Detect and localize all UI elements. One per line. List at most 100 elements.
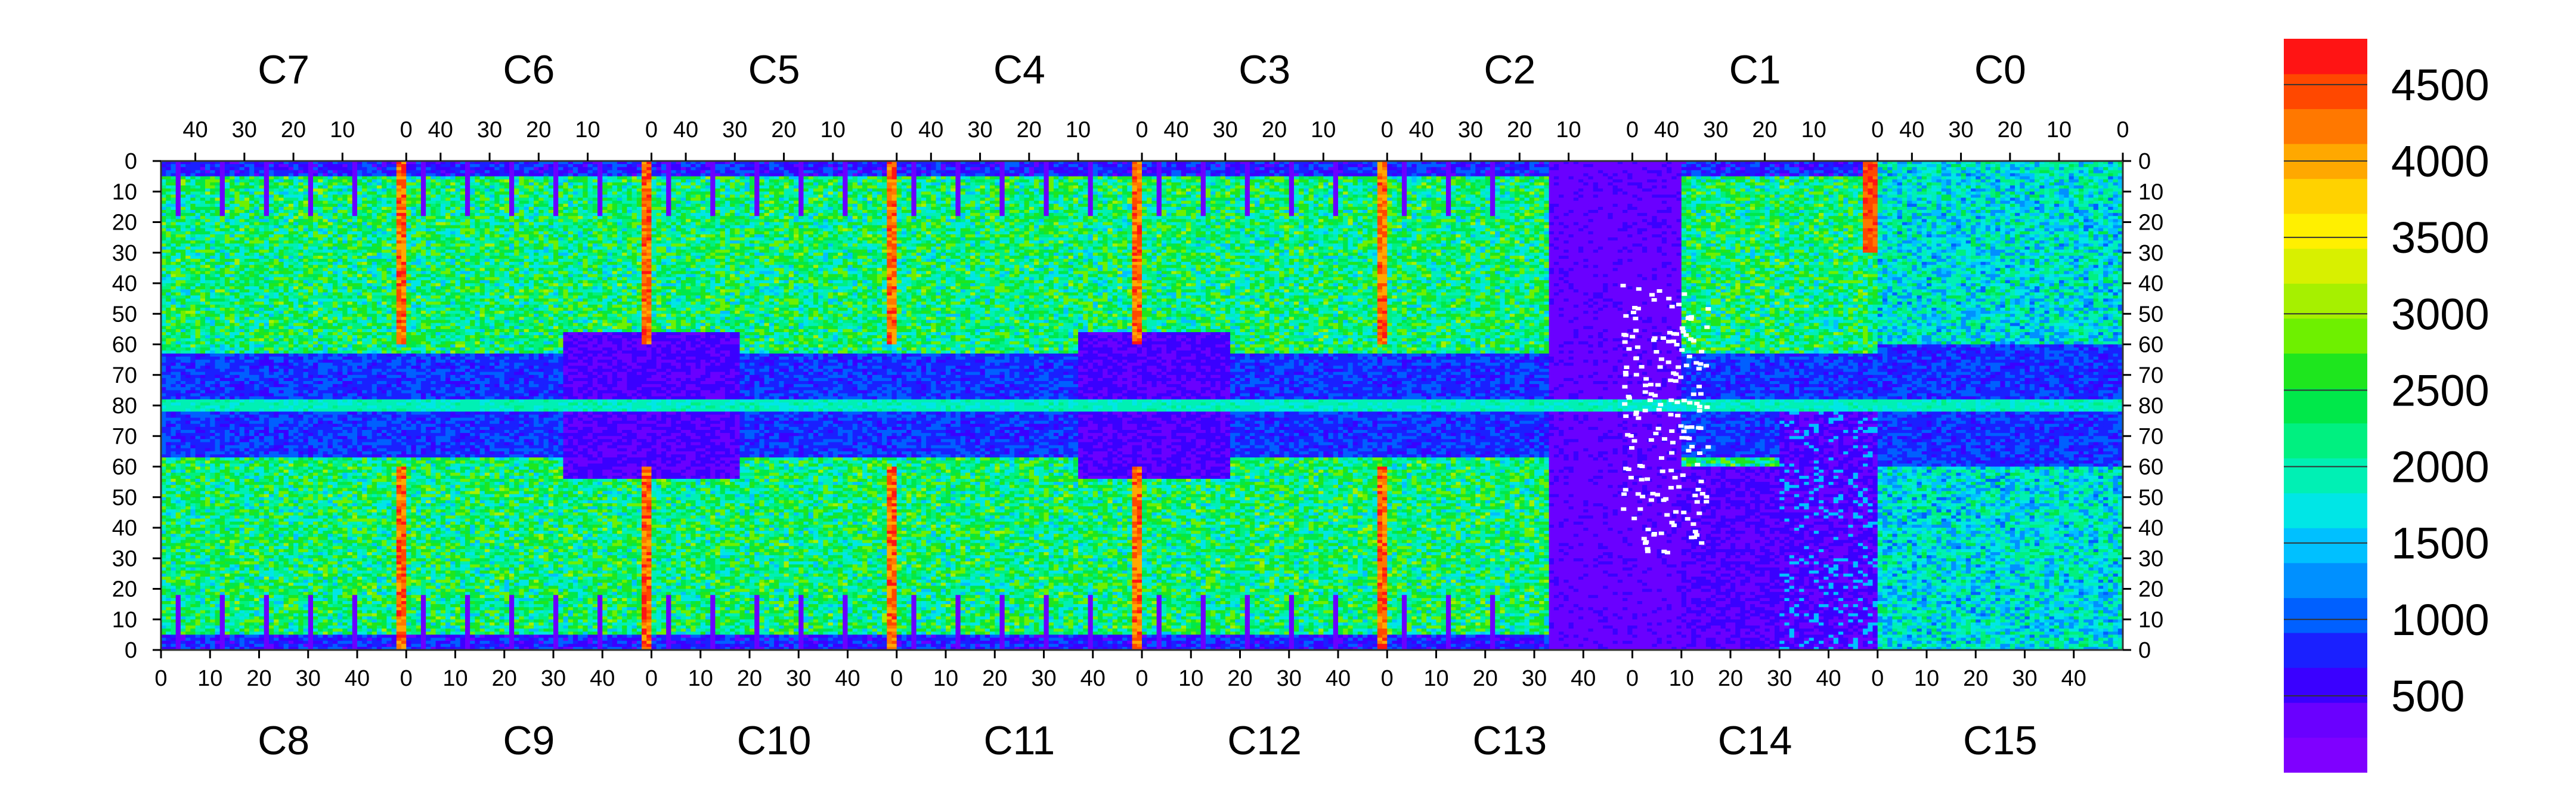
x-tick-label-top: 40 — [182, 117, 208, 143]
empty-pixel — [1689, 315, 1694, 318]
x-tick-label-bottom: 40 — [590, 666, 615, 691]
x-tick-label-bottom: 20 — [737, 666, 762, 691]
empty-pixel — [1660, 469, 1665, 473]
x-tick-label-top: 20 — [1017, 117, 1042, 143]
empty-pixel — [1669, 451, 1674, 455]
empty-pixel — [1699, 479, 1704, 483]
empty-pixel — [1632, 306, 1637, 309]
y-tick-label: 0 — [2138, 638, 2151, 663]
empty-pixel — [1643, 409, 1648, 413]
y-tick-label: 10 — [112, 179, 137, 205]
empty-pixel — [1671, 524, 1677, 527]
chip-label-top: C1 — [1729, 47, 1781, 92]
x-tick-label-bottom: 40 — [1816, 666, 1841, 691]
empty-pixel — [1705, 307, 1711, 311]
chip-label-bottom: C12 — [1227, 718, 1302, 763]
x-tick-label-bottom: 20 — [1473, 666, 1498, 691]
empty-pixel — [1651, 339, 1657, 342]
empty-pixel — [1659, 357, 1664, 361]
empty-pixel — [1648, 398, 1653, 402]
empty-pixel — [1668, 486, 1674, 490]
y-tick-label: 40 — [112, 271, 137, 296]
colorbar-swatch — [2284, 248, 2367, 283]
empty-pixel — [1686, 449, 1691, 453]
empty-pixel — [1655, 493, 1660, 497]
empty-pixel — [1622, 402, 1627, 406]
empty-pixel — [1649, 438, 1654, 442]
empty-pixel — [1697, 451, 1702, 455]
empty-pixel — [1679, 436, 1685, 439]
empty-pixel — [1699, 541, 1704, 545]
empty-pixel — [1630, 335, 1635, 339]
empty-pixel — [1658, 366, 1663, 369]
colorbar-swatch — [2284, 563, 2367, 598]
x-tick-label-bottom: 10 — [197, 666, 222, 691]
empty-pixel — [1697, 409, 1702, 413]
empty-pixel — [1623, 488, 1628, 491]
y-tick-label: 30 — [2138, 241, 2163, 266]
empty-pixel — [1643, 541, 1648, 545]
empty-pixel — [1631, 516, 1637, 520]
empty-pixel — [1668, 413, 1674, 416]
empty-pixel — [1673, 510, 1679, 514]
y-tick-label: 50 — [2138, 302, 2163, 327]
chip-label-top: C4 — [993, 47, 1045, 92]
x-tick-label-bottom: 40 — [345, 666, 370, 691]
x-tick-label-bottom: 0 — [890, 666, 903, 691]
x-tick-label-top: 30 — [1948, 117, 1973, 143]
colorbar-swatch — [2284, 737, 2367, 772]
empty-pixel — [1670, 305, 1675, 308]
empty-pixel — [1648, 383, 1654, 386]
y-tick-label: 70 — [2138, 363, 2163, 388]
chip-label-bottom: C9 — [503, 718, 555, 763]
x-tick-label-bottom: 0 — [1626, 666, 1639, 691]
x-tick-label-top: 10 — [1066, 117, 1091, 143]
x-tick-label-bottom: 20 — [1718, 666, 1743, 691]
empty-pixel — [1623, 467, 1628, 470]
empty-pixel — [1636, 287, 1642, 291]
x-tick-label-top: 40 — [673, 117, 698, 143]
x-tick-label-top: 40 — [1163, 117, 1188, 143]
empty-pixel — [1698, 362, 1703, 366]
x-tick-label-top: 30 — [232, 117, 257, 143]
y-tick-label: 60 — [112, 455, 137, 480]
empty-pixel — [1693, 530, 1698, 534]
empty-pixel — [1679, 424, 1684, 428]
x-tick-label-top: 0 — [890, 117, 903, 143]
empty-pixel — [1680, 473, 1686, 477]
x-tick-label-top: 20 — [771, 117, 796, 143]
empty-pixel — [1705, 445, 1711, 449]
empty-pixel — [1680, 330, 1686, 333]
empty-pixel — [1643, 383, 1648, 387]
colorbar-swatch — [2284, 318, 2367, 354]
empty-pixel — [1623, 333, 1628, 337]
colorbar-swatch — [2284, 597, 2367, 633]
x-tick-label-top: 0 — [1626, 117, 1639, 143]
empty-pixel — [1654, 350, 1659, 354]
y-tick-label: 80 — [2138, 394, 2163, 419]
y-tick-label: 30 — [2138, 546, 2163, 571]
x-tick-label-bottom: 30 — [786, 666, 811, 691]
colorbar-swatch — [2284, 74, 2367, 109]
empty-pixel — [1633, 357, 1639, 360]
empty-pixel — [1704, 364, 1709, 367]
empty-pixel — [1653, 432, 1658, 435]
colorbar-swatch — [2284, 423, 2367, 458]
chip-label-top: C5 — [748, 47, 800, 92]
empty-pixel — [1636, 416, 1641, 420]
empty-pixel — [1689, 535, 1694, 539]
colorbar-swatch — [2284, 702, 2367, 738]
empty-pixel — [1676, 366, 1681, 369]
x-tick-label-top: 40 — [1899, 117, 1924, 143]
x-tick-label-bottom: 10 — [442, 666, 467, 691]
empty-pixel — [1671, 371, 1676, 375]
x-tick-label-bottom: 0 — [1871, 666, 1884, 691]
empty-pixel — [1666, 340, 1671, 343]
y-tick-label: 40 — [2138, 516, 2163, 541]
empty-pixel — [1631, 311, 1636, 314]
x-tick-label-bottom: 40 — [2061, 666, 2086, 691]
x-tick-label-top: 10 — [2046, 117, 2072, 143]
empty-pixel — [1643, 391, 1648, 394]
chip-label-top: C2 — [1484, 47, 1535, 92]
empty-pixel — [1682, 292, 1687, 296]
